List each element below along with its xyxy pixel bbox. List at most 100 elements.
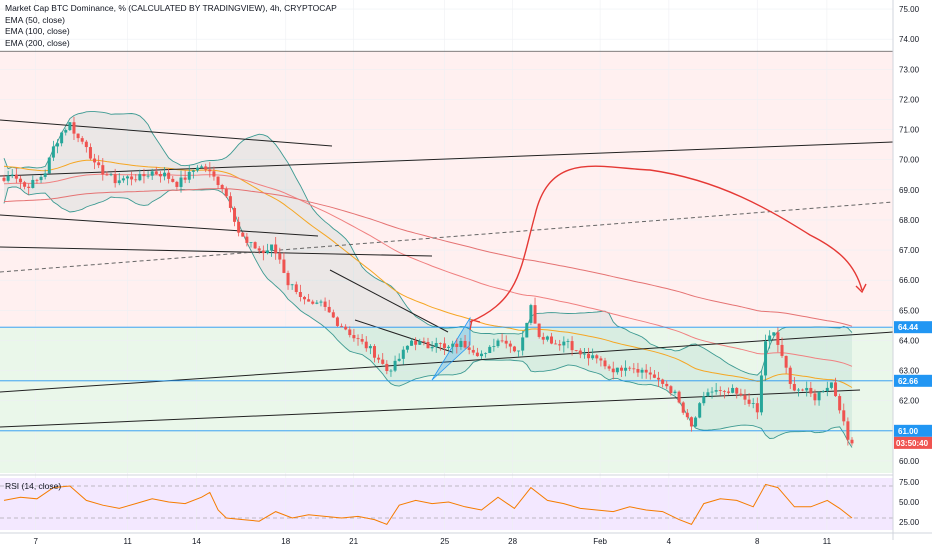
projection-arrowhead — [855, 283, 867, 294]
candle-body — [685, 412, 689, 418]
projection-arrow-tail — [469, 319, 481, 331]
trendline — [0, 201, 894, 273]
candle-body — [727, 391, 731, 393]
candle-body — [418, 341, 422, 345]
candle-body — [813, 393, 817, 401]
candle-body — [636, 369, 640, 373]
candle-body — [200, 166, 204, 168]
price-zones — [0, 51, 893, 530]
bb-fill — [4, 111, 852, 448]
candle-body — [710, 391, 714, 393]
candle-body — [10, 174, 14, 176]
price-tick-label: 74.00 — [899, 35, 920, 44]
candle-body — [780, 344, 784, 356]
candle-body — [533, 305, 537, 324]
candle-body — [39, 176, 43, 181]
candle-body — [488, 346, 492, 354]
candle-body — [80, 138, 84, 142]
candle-body — [167, 172, 171, 179]
legend-ema100: EMA (100, close) — [5, 26, 70, 36]
candle-body — [735, 387, 739, 394]
candle-body — [591, 355, 595, 359]
candle-body — [504, 340, 508, 344]
candle-body — [796, 389, 800, 391]
candle-body — [315, 302, 319, 304]
pattern-shape — [431, 316, 471, 381]
candle-body — [191, 170, 195, 172]
price-badge-label: 64.44 — [898, 323, 919, 332]
rsi-background — [0, 478, 893, 530]
price-badge-label: 61.00 — [898, 427, 919, 436]
price-badge-label: 62.66 — [898, 377, 919, 386]
candle-body — [220, 185, 224, 189]
candle-body — [776, 332, 780, 345]
candle-body — [331, 312, 335, 318]
candle-body — [722, 390, 726, 392]
time-tick-label: 11 — [823, 537, 832, 546]
candle-body — [84, 141, 88, 148]
candle-body — [529, 305, 533, 323]
support-zone — [0, 327, 893, 473]
candle-body — [677, 391, 681, 403]
candle-body — [574, 350, 578, 351]
candle-body — [233, 207, 237, 222]
candle-body — [426, 341, 430, 349]
candle-body — [204, 166, 208, 170]
candle-body — [743, 395, 747, 400]
trendline — [0, 119, 333, 147]
candle-body — [348, 329, 352, 336]
candle-body — [224, 188, 228, 197]
trendline — [0, 214, 319, 237]
candle-body — [455, 343, 459, 347]
candle-body — [175, 181, 179, 187]
time-tick-label: 28 — [508, 537, 517, 546]
candle-body — [344, 326, 348, 330]
candle-body — [619, 367, 623, 371]
candle-body — [270, 244, 274, 251]
candle-body — [492, 346, 496, 347]
price-tick-label: 62.00 — [899, 397, 920, 406]
candle-body — [657, 377, 661, 380]
candle-body — [393, 360, 397, 371]
candle-body — [587, 353, 591, 359]
candle-body — [377, 357, 381, 360]
candle-body — [303, 296, 307, 300]
trendlines[interactable] — [0, 50, 894, 432]
candle-body — [747, 399, 751, 404]
candle-body — [681, 402, 685, 413]
candle-body — [759, 375, 763, 413]
candle-body — [825, 387, 829, 392]
candle-body — [290, 284, 294, 286]
candle-body — [105, 174, 109, 176]
rsi-line — [3, 483, 853, 526]
candle-body — [158, 174, 162, 177]
candle-body — [755, 403, 759, 413]
candle-body — [389, 370, 393, 372]
candle-body — [834, 382, 838, 397]
candle-body — [31, 179, 35, 188]
candle-body — [582, 353, 586, 355]
candle-body — [51, 146, 55, 158]
candle-body — [467, 347, 471, 350]
candle-body — [751, 403, 755, 404]
rsi-pane — [0, 483, 893, 526]
time-tick-label: 11 — [124, 537, 133, 546]
price-tick-label: 75.00 — [899, 5, 920, 14]
candle-body — [694, 417, 698, 427]
candle-body — [562, 341, 566, 346]
candle-body — [611, 368, 615, 373]
time-tick-label: 18 — [281, 537, 290, 546]
candle-body — [134, 179, 138, 181]
candle-body — [414, 340, 418, 345]
candle-body — [307, 299, 311, 302]
candle-body — [768, 335, 772, 342]
candle-body — [603, 360, 607, 367]
candle-body — [829, 382, 833, 388]
candle-body — [64, 130, 68, 133]
candle-body — [117, 180, 121, 184]
candle-body — [154, 171, 158, 175]
candle-body — [121, 178, 125, 181]
candle-body — [195, 167, 199, 171]
